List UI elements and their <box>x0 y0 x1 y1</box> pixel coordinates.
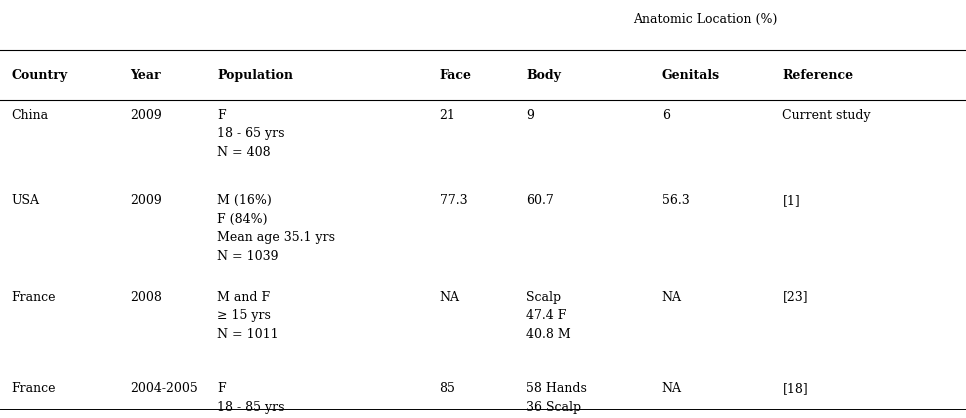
Text: Reference: Reference <box>782 69 854 82</box>
Text: F
18 - 65 yrs
N = 408: F 18 - 65 yrs N = 408 <box>217 109 285 159</box>
Text: [23]: [23] <box>782 291 809 303</box>
Text: NA: NA <box>440 291 460 303</box>
Text: 58 Hands
36 Scalp
34 Feet
27 Neck
23 Torso
21 Back: 58 Hands 36 Scalp 34 Feet 27 Neck 23 Tor… <box>526 382 587 418</box>
Text: Face: Face <box>440 69 471 82</box>
Text: Population: Population <box>217 69 294 82</box>
Text: 2008: 2008 <box>130 291 162 303</box>
Text: [18]: [18] <box>782 382 809 395</box>
Text: NA: NA <box>662 291 682 303</box>
Text: Body: Body <box>526 69 561 82</box>
Text: France: France <box>12 291 56 303</box>
Text: 2004-2005: 2004-2005 <box>130 382 198 395</box>
Text: 2009: 2009 <box>130 109 162 122</box>
Text: 56.3: 56.3 <box>662 194 690 207</box>
Text: M (16%)
F (84%)
Mean age 35.1 yrs
N = 1039: M (16%) F (84%) Mean age 35.1 yrs N = 10… <box>217 194 335 263</box>
Text: 21: 21 <box>440 109 455 122</box>
Text: Anatomic Location (%): Anatomic Location (%) <box>633 13 778 25</box>
Text: 9: 9 <box>526 109 534 122</box>
Text: 2009: 2009 <box>130 194 162 207</box>
Text: Scalp
47.4 F
40.8 M: Scalp 47.4 F 40.8 M <box>526 291 571 341</box>
Text: 6: 6 <box>662 109 669 122</box>
Text: [1]: [1] <box>782 194 800 207</box>
Text: USA: USA <box>12 194 40 207</box>
Text: F
18 - 85 yrs
N = 400: F 18 - 85 yrs N = 400 <box>217 382 285 418</box>
Text: Country: Country <box>12 69 68 82</box>
Text: Genitals: Genitals <box>662 69 720 82</box>
Text: Current study: Current study <box>782 109 871 122</box>
Text: 60.7: 60.7 <box>526 194 554 207</box>
Text: France: France <box>12 382 56 395</box>
Text: 77.3: 77.3 <box>440 194 468 207</box>
Text: M and F
≥ 15 yrs
N = 1011: M and F ≥ 15 yrs N = 1011 <box>217 291 279 341</box>
Text: 85: 85 <box>440 382 455 395</box>
Text: China: China <box>12 109 48 122</box>
Text: NA: NA <box>662 382 682 395</box>
Text: Year: Year <box>130 69 161 82</box>
